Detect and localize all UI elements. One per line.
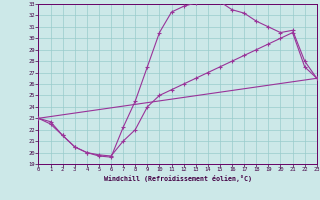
X-axis label: Windchill (Refroidissement éolien,°C): Windchill (Refroidissement éolien,°C) — [104, 175, 252, 182]
